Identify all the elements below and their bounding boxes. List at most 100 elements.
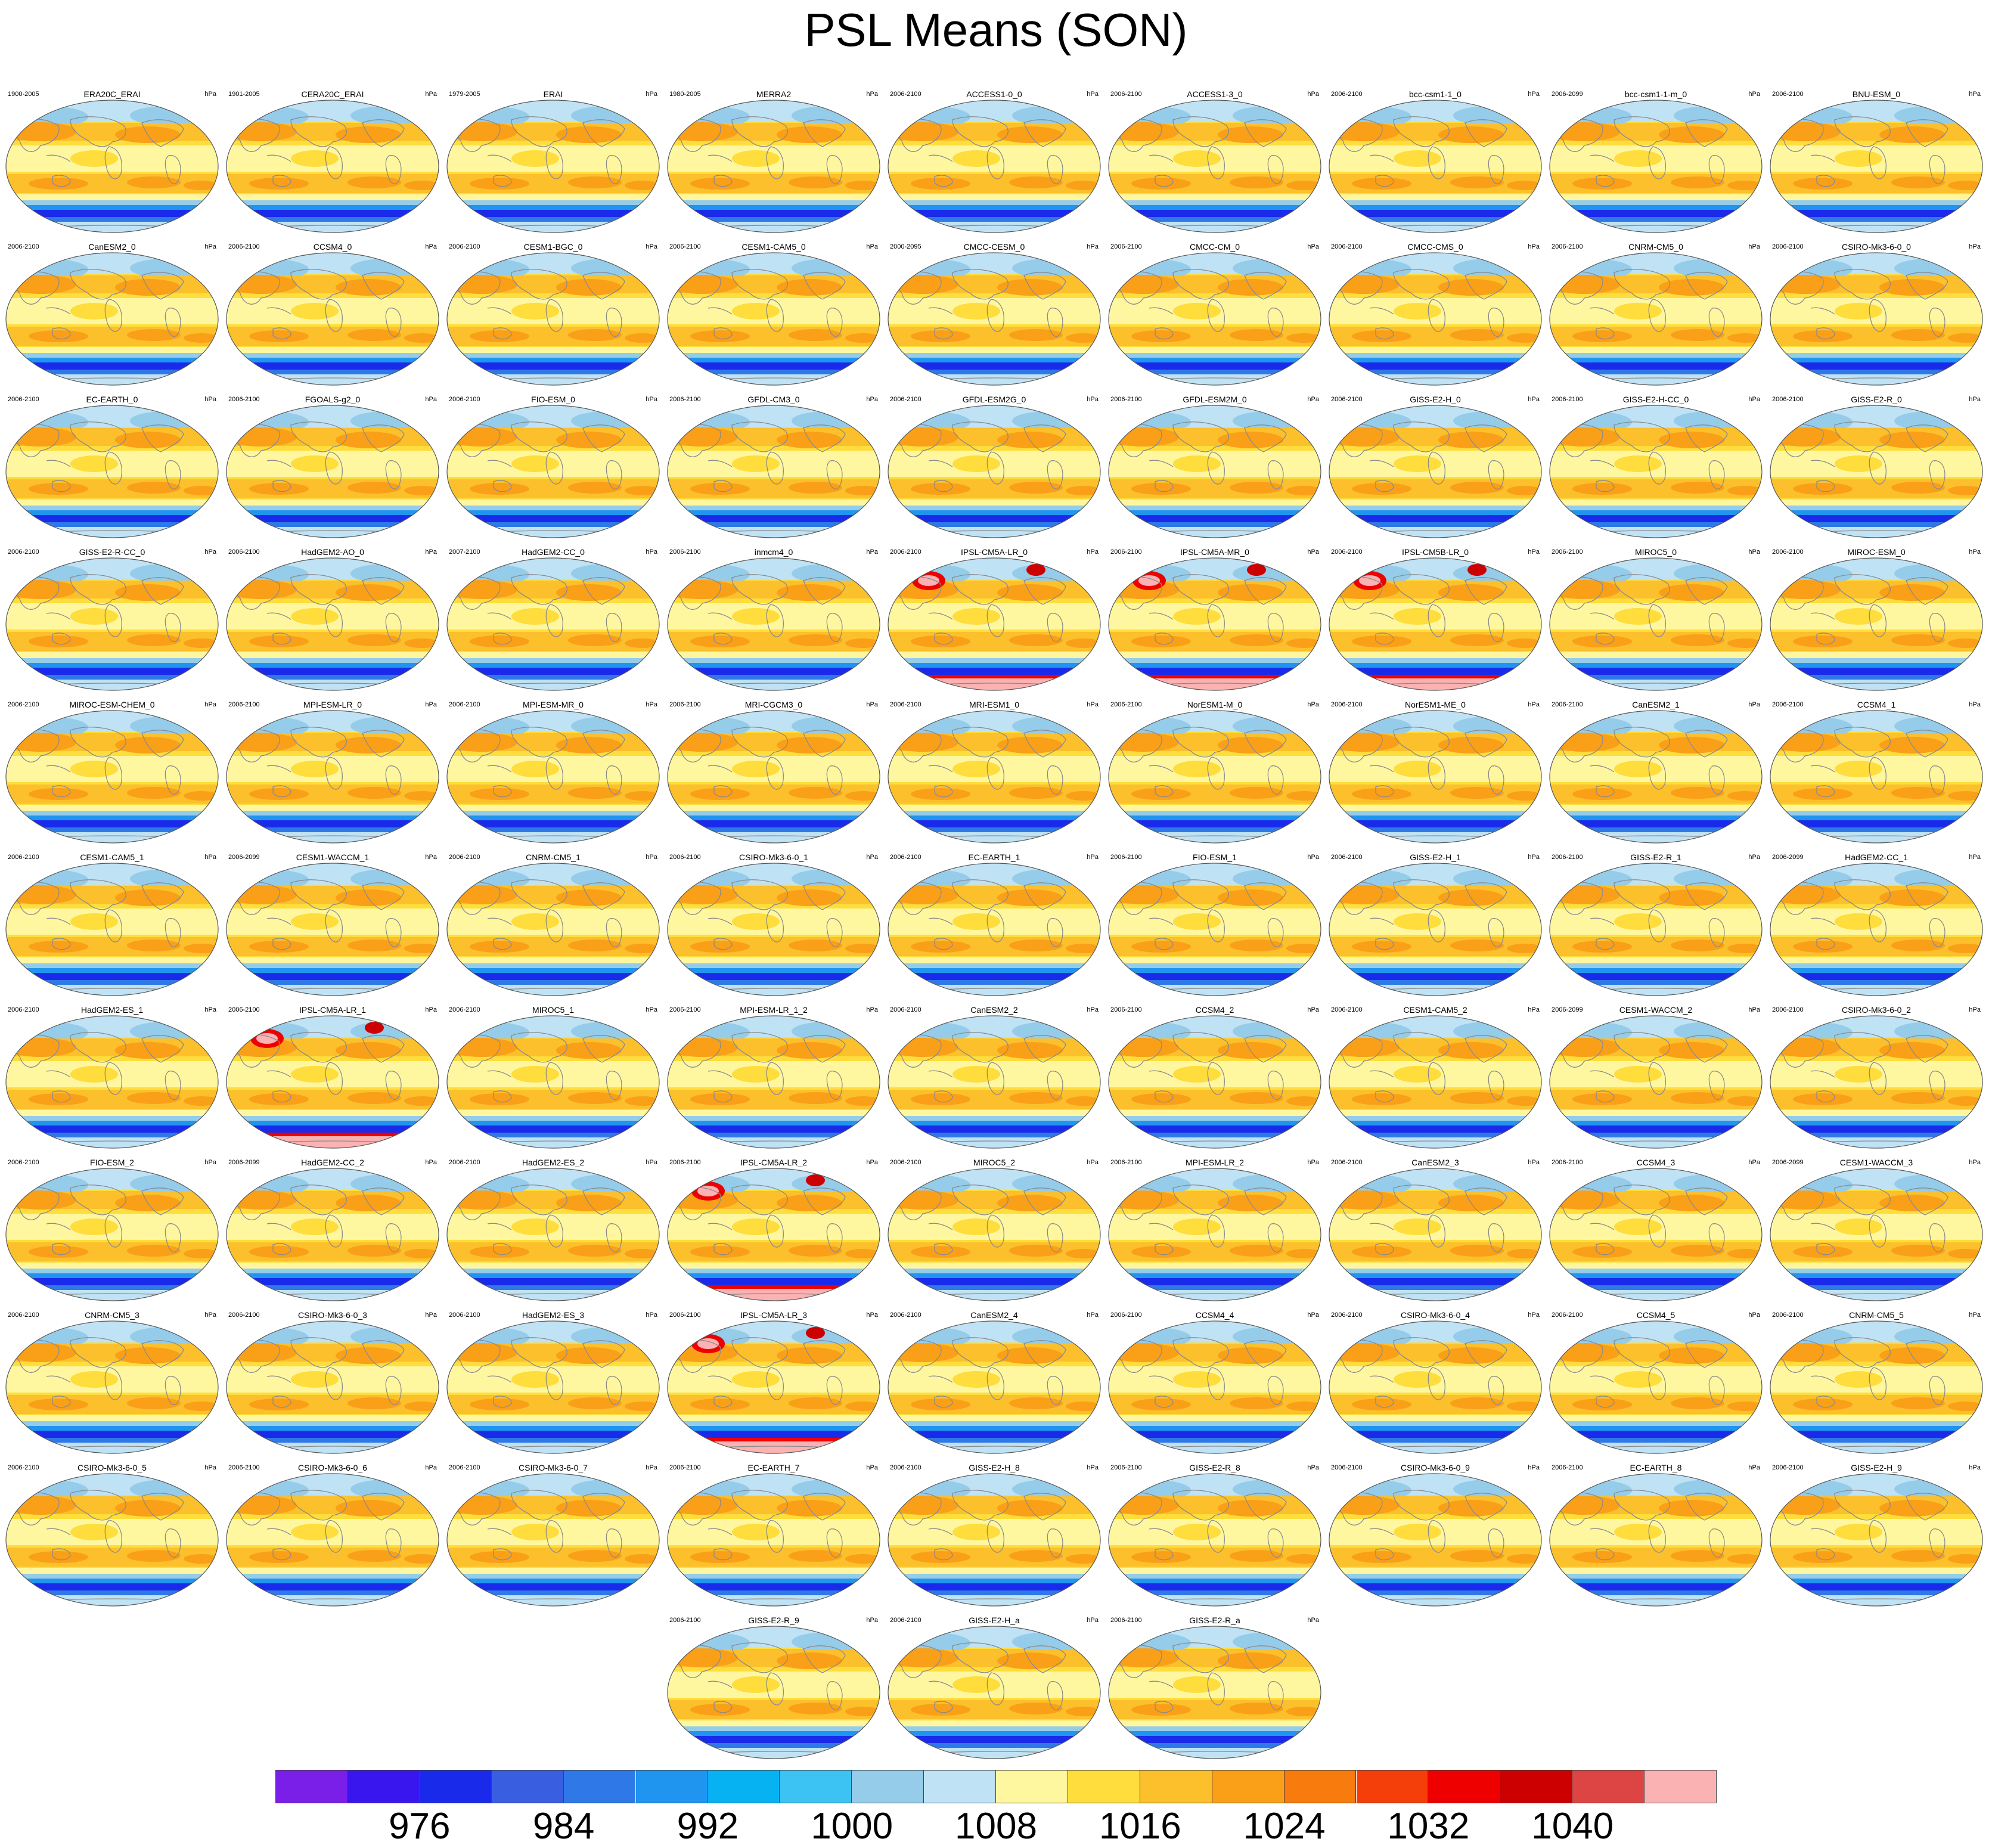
panel-years: 2006-2100 bbox=[1331, 701, 1363, 708]
psl-map bbox=[1108, 1473, 1321, 1607]
panel-model-name: GISS-E2-H_1 bbox=[1410, 852, 1461, 862]
psl-map bbox=[226, 1473, 439, 1607]
colorbar-tick-label: 984 bbox=[532, 1806, 595, 1847]
panel-model-name: CanESM2_1 bbox=[1632, 700, 1680, 709]
panel-years: 2006-2100 bbox=[1110, 243, 1142, 250]
psl-map bbox=[1770, 100, 1983, 233]
panel-years: 2006-2100 bbox=[449, 701, 480, 708]
panel-years: 2006-2100 bbox=[1110, 1311, 1142, 1319]
panel-unit: hPa bbox=[1528, 1159, 1540, 1166]
panel-years: 2000-2095 bbox=[890, 243, 921, 250]
panel-years: 2006-2100 bbox=[890, 1464, 921, 1471]
psl-map bbox=[1549, 1320, 1763, 1454]
panel-unit: hPa bbox=[1087, 1159, 1099, 1166]
panel-model-name: BNU-ESM_0 bbox=[1852, 89, 1901, 99]
page-title: PSL Means (SON) bbox=[804, 4, 1188, 56]
map-panel: 2006-2100 FIO-ESM_2 hPa bbox=[2, 1158, 222, 1304]
panel-years: 2006-2100 bbox=[1331, 548, 1363, 556]
panel-years: 2006-2100 bbox=[228, 396, 260, 403]
colorbar-tick-label: 1040 bbox=[1531, 1806, 1614, 1847]
map-panel: 2006-2100 HadGEM2-ES_1 hPa bbox=[2, 1005, 222, 1152]
panel-model-name: ERAI bbox=[543, 89, 563, 99]
panel-unit: hPa bbox=[1087, 91, 1099, 98]
panel-years: 2006-2100 bbox=[1331, 1464, 1363, 1471]
panel-unit: hPa bbox=[425, 243, 437, 250]
psl-map bbox=[1329, 557, 1542, 691]
panel-model-name: CSIRO-Mk3-6-0_1 bbox=[739, 852, 808, 862]
panel-years: 2006-2100 bbox=[669, 1006, 701, 1013]
map-panel: 2006-2100 CSIRO-Mk3-6-0_4 hPa bbox=[1325, 1310, 1546, 1457]
psl-map bbox=[1329, 1015, 1542, 1149]
panel-model-name: bcc-csm1-1-m_0 bbox=[1624, 89, 1687, 99]
map-panel: 2006-2100 CCSM4_2 hPa bbox=[1104, 1005, 1325, 1152]
map-panel: 2006-2100 BNU-ESM_0 hPa bbox=[1766, 89, 1987, 236]
panel-unit: hPa bbox=[1307, 396, 1319, 403]
map-panel: 2006-2100 ACCESS1-3_0 hPa bbox=[1104, 89, 1325, 236]
panel-years: 2006-2100 bbox=[8, 701, 39, 708]
panel-years: 2006-2100 bbox=[1331, 1311, 1363, 1319]
panel-unit: hPa bbox=[425, 1006, 437, 1013]
psl-map bbox=[1108, 1015, 1321, 1149]
map-panel: 2006-2100 EC-EARTH_0 hPa bbox=[2, 395, 222, 541]
map-panel: 2006-2100 CanESM2_0 hPa bbox=[2, 242, 222, 389]
colorbar-swatch bbox=[1356, 1770, 1429, 1803]
panel-years: 2007-2100 bbox=[449, 548, 480, 556]
panel-years: 2006-2100 bbox=[669, 1617, 701, 1624]
map-panel: 2006-2100 inmcm4_0 hPa bbox=[663, 547, 884, 694]
panel-unit: hPa bbox=[1748, 1006, 1760, 1013]
panel-model-name: EC-EARTH_7 bbox=[747, 1463, 800, 1472]
panel-years: 1979-2005 bbox=[449, 91, 480, 98]
psl-map bbox=[446, 1320, 660, 1454]
panel-model-name: EC-EARTH_1 bbox=[968, 852, 1020, 862]
panel-unit: hPa bbox=[866, 548, 878, 556]
panel-model-name: CESM1-CAM5_2 bbox=[1403, 1005, 1467, 1015]
map-panel: 2006-2100 CSIRO-Mk3-6-0_6 hPa bbox=[222, 1463, 443, 1610]
panel-years: 2006-2100 bbox=[228, 1006, 260, 1013]
panel-model-name: GISS-E2-H_9 bbox=[1851, 1463, 1902, 1472]
panel-years: 2006-2100 bbox=[1772, 1311, 1804, 1319]
panel-unit: hPa bbox=[204, 854, 216, 861]
psl-map bbox=[888, 405, 1101, 538]
map-panel: 2006-2100 HadGEM2-ES_3 hPa bbox=[443, 1310, 663, 1457]
map-panel: 2006-2100 CanESM2_2 hPa bbox=[884, 1005, 1104, 1152]
colorbar-tick-label: 1008 bbox=[955, 1806, 1037, 1847]
panel-years: 2006-2100 bbox=[1772, 243, 1804, 250]
panel-model-name: MPI-ESM-LR_2 bbox=[1185, 1158, 1245, 1167]
panel-model-name: CERA20C_ERAI bbox=[301, 89, 364, 99]
panel-unit: hPa bbox=[646, 1159, 657, 1166]
psl-map bbox=[446, 557, 660, 691]
psl-map bbox=[1329, 1320, 1542, 1454]
panel-unit: hPa bbox=[204, 243, 216, 250]
map-panel: 2006-2100 CCSM4_1 hPa bbox=[1766, 700, 1987, 847]
panel-unit: hPa bbox=[1748, 1311, 1760, 1319]
psl-map bbox=[226, 557, 439, 691]
panel-unit: hPa bbox=[866, 396, 878, 403]
psl-map bbox=[1549, 252, 1763, 386]
panel-years: 2006-2100 bbox=[1110, 1464, 1142, 1471]
panel-model-name: CNRM-CM5_1 bbox=[526, 852, 581, 862]
psl-map bbox=[1329, 1473, 1542, 1607]
panel-model-name: CESM1-WACCM_1 bbox=[296, 852, 370, 862]
map-panel: 2006-2100 CMCC-CM_0 hPa bbox=[1104, 242, 1325, 389]
colorbar-swatch bbox=[1284, 1770, 1357, 1803]
panel-unit: hPa bbox=[1307, 91, 1319, 98]
panel-unit: hPa bbox=[204, 1464, 216, 1471]
panel-years: 2006-2100 bbox=[890, 396, 921, 403]
panel-unit: hPa bbox=[1528, 1006, 1540, 1013]
panel-unit: hPa bbox=[646, 1311, 657, 1319]
panel-years: 2006-2100 bbox=[1331, 1006, 1363, 1013]
map-panel: 2006-2100 CESM1-BGC_0 hPa bbox=[443, 242, 663, 389]
map-panel: 2006-2100 GISS-E2-R_1 hPa bbox=[1546, 852, 1766, 999]
psl-map bbox=[1770, 863, 1983, 996]
panel-years: 2006-2100 bbox=[669, 854, 701, 861]
panel-years: 2006-2100 bbox=[1772, 701, 1804, 708]
panel-model-name: MPI-ESM-LR_0 bbox=[303, 700, 362, 709]
map-panel: 2006-2100 GISS-E2-R_a hPa bbox=[1104, 1616, 1325, 1762]
panel-years: 2006-2100 bbox=[1552, 396, 1583, 403]
panel-model-name: GISS-E2-R_1 bbox=[1630, 852, 1681, 862]
panel-years: 2006-2100 bbox=[449, 1159, 480, 1166]
panel-unit: hPa bbox=[1748, 701, 1760, 708]
panel-years: 2006-2100 bbox=[1110, 1617, 1142, 1624]
map-panel: 2006-2099 CESM1-WACCM_2 hPa bbox=[1546, 1005, 1766, 1152]
panel-years: 2006-2100 bbox=[1772, 1464, 1804, 1471]
